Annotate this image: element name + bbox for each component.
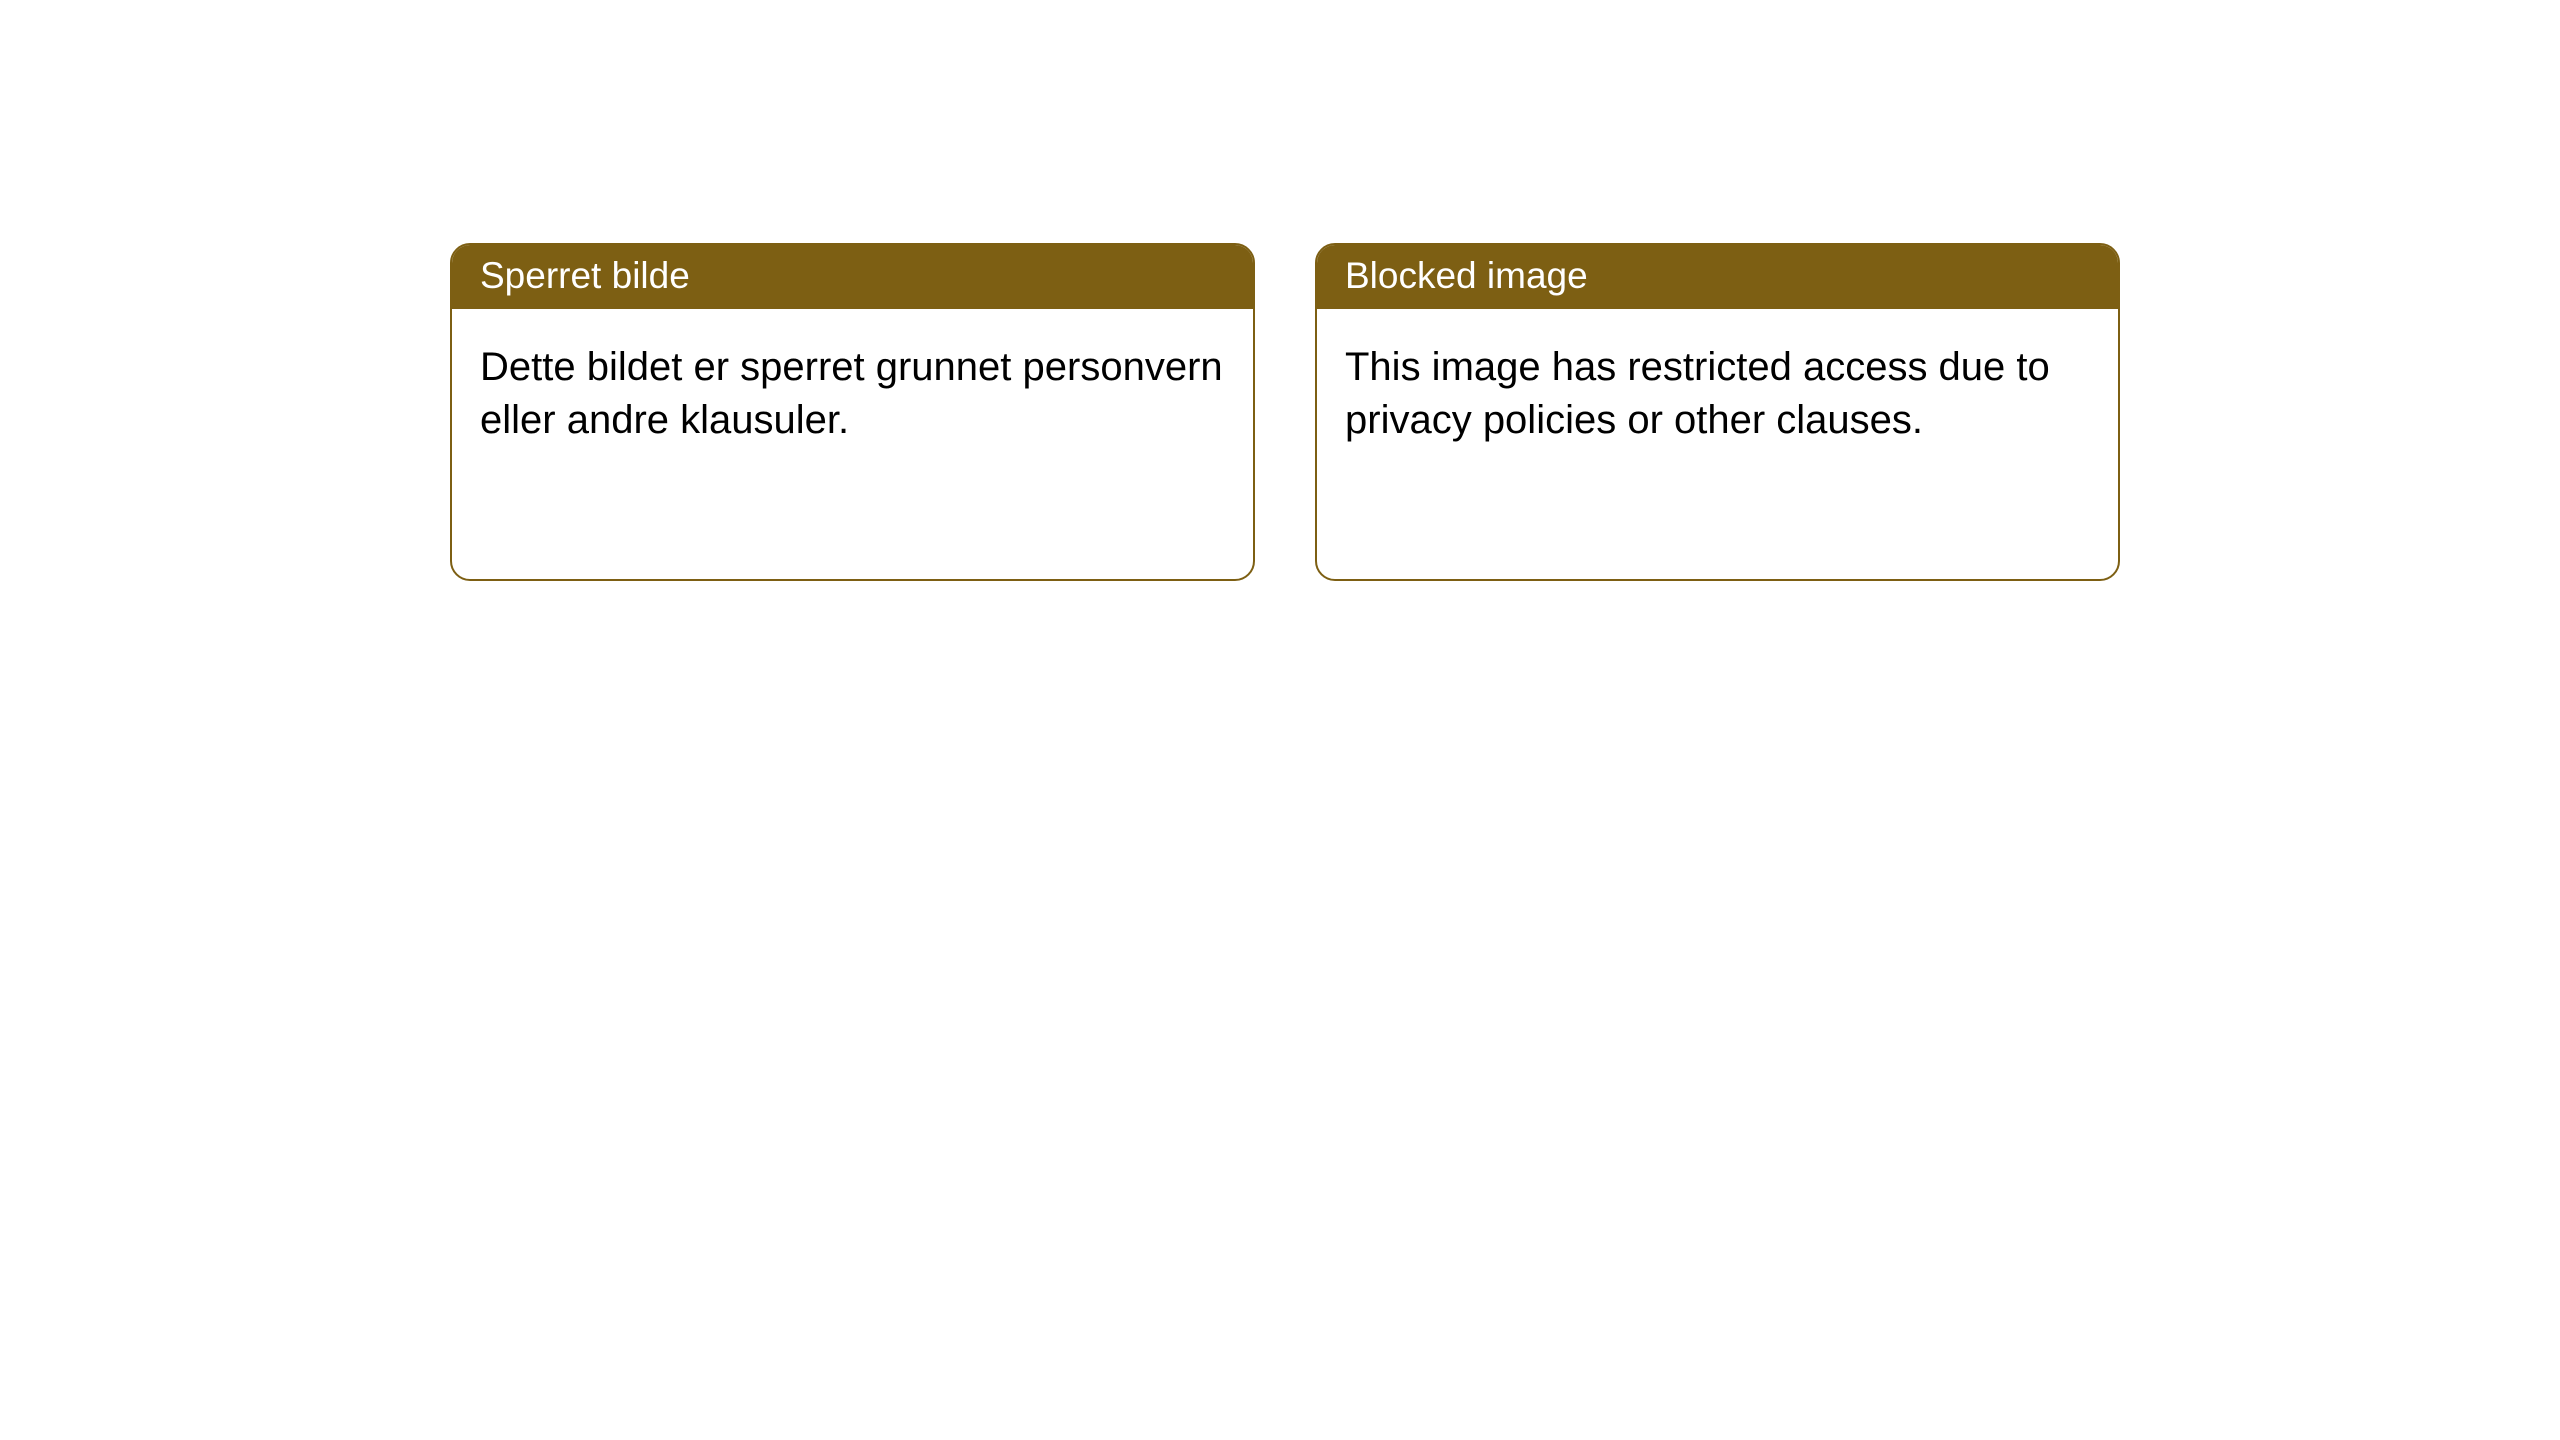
card-header-en: Blocked image <box>1317 245 2118 309</box>
blocked-image-card-en: Blocked image This image has restricted … <box>1315 243 2120 581</box>
card-body-en: This image has restricted access due to … <box>1317 309 2118 479</box>
card-message-no: Dette bildet er sperret grunnet personve… <box>480 345 1223 442</box>
notice-cards-container: Sperret bilde Dette bildet er sperret gr… <box>0 0 2560 581</box>
card-title-en: Blocked image <box>1345 255 1588 296</box>
blocked-image-card-no: Sperret bilde Dette bildet er sperret gr… <box>450 243 1255 581</box>
card-body-no: Dette bildet er sperret grunnet personve… <box>452 309 1253 479</box>
card-title-no: Sperret bilde <box>480 255 690 296</box>
card-message-en: This image has restricted access due to … <box>1345 345 2050 442</box>
card-header-no: Sperret bilde <box>452 245 1253 309</box>
